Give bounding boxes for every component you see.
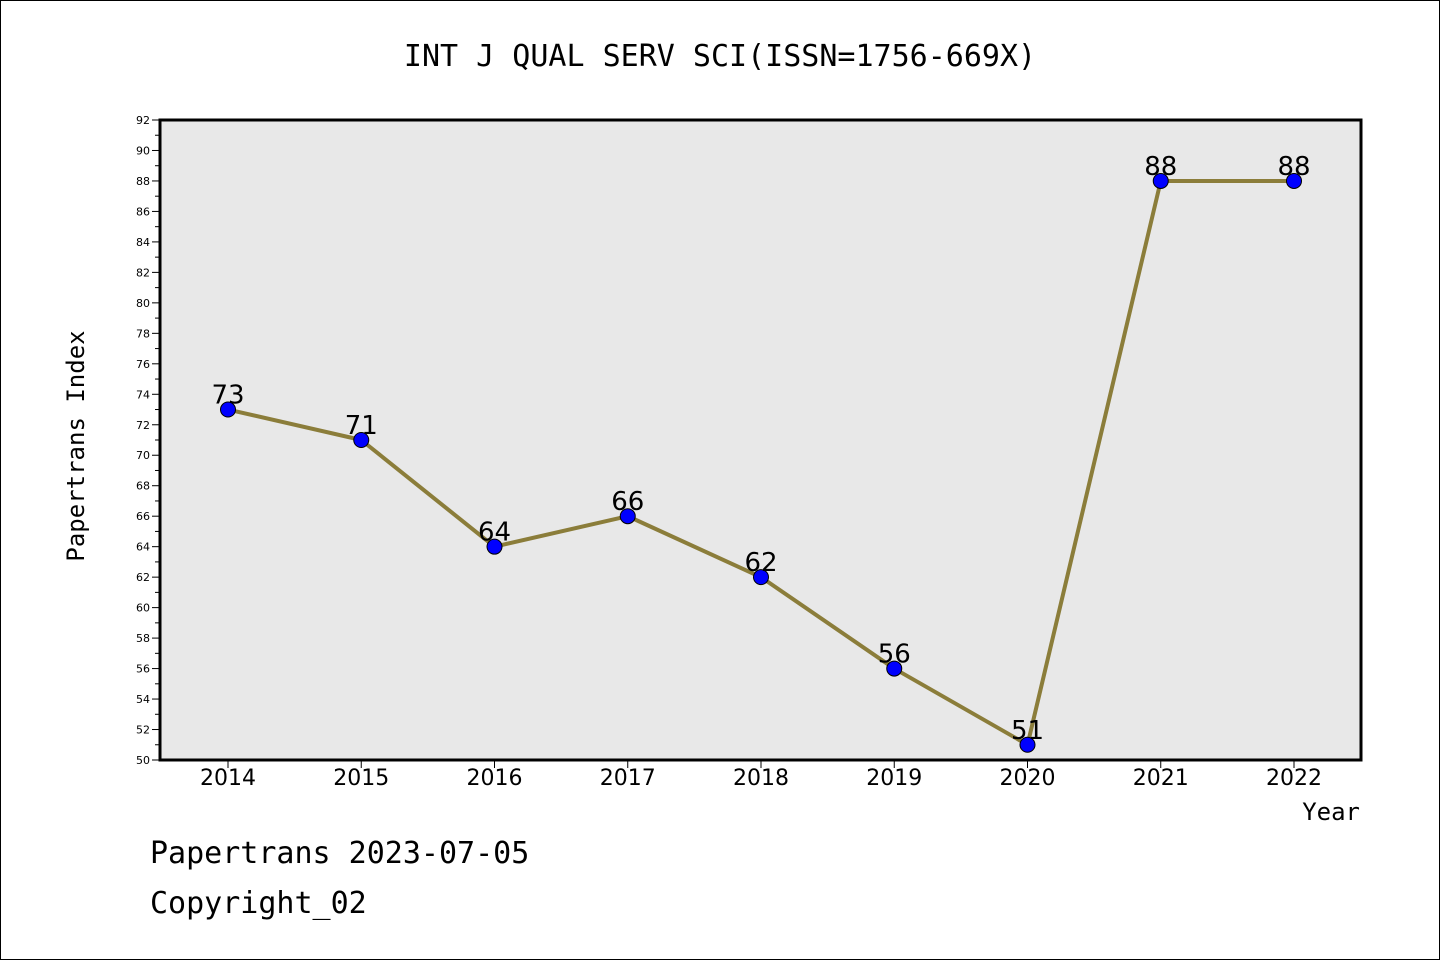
y-tick-label: 52 bbox=[136, 724, 150, 737]
footer-copyright: Copyright_02 bbox=[150, 886, 367, 921]
data-point bbox=[353, 432, 370, 448]
x-tick-label: 2014 bbox=[200, 766, 256, 791]
y-tick-label: 66 bbox=[136, 510, 150, 523]
x-tick-label: 2018 bbox=[733, 766, 789, 791]
data-label: 88 bbox=[1144, 152, 1177, 182]
data-label: 66 bbox=[611, 487, 644, 517]
x-tick-label: 2020 bbox=[1000, 766, 1056, 791]
y-tick-label: 88 bbox=[136, 175, 150, 188]
x-tick-label: 2017 bbox=[600, 766, 656, 791]
y-tick-label: 68 bbox=[136, 480, 150, 493]
data-label: 71 bbox=[345, 411, 378, 441]
y-axis-ticks: 50 52 54 56 58 60 62 64 66 68 70 72 74 76 78 80 82 84 86 88… bbox=[136, 114, 160, 767]
y-tick-label: 92 bbox=[136, 114, 150, 127]
y-tick-label: 80 bbox=[136, 297, 150, 310]
plot-border bbox=[158, 118, 1363, 762]
data-point bbox=[1019, 736, 1036, 753]
data-label: 51 bbox=[1011, 716, 1044, 746]
data-point bbox=[753, 569, 769, 586]
y-tick-label: 90 bbox=[136, 144, 150, 157]
data-label: 62 bbox=[744, 548, 777, 578]
y-tick-label: 54 bbox=[136, 693, 150, 706]
x-axis-label: Year bbox=[1302, 798, 1360, 826]
x-tick-label: 2022 bbox=[1266, 766, 1322, 791]
data-label: 73 bbox=[211, 381, 244, 411]
y-tick-label: 58 bbox=[136, 632, 150, 645]
x-tick-label: 2015 bbox=[333, 766, 389, 791]
y-tick-label: 86 bbox=[136, 205, 150, 218]
y-tick-label: 70 bbox=[136, 449, 150, 462]
x-tick-label: 2021 bbox=[1133, 766, 1189, 791]
y-tick-label: 76 bbox=[136, 358, 150, 371]
x-tick-label: 2016 bbox=[467, 766, 523, 791]
y-tick-label: 60 bbox=[136, 602, 150, 615]
y-tick-label: 50 bbox=[136, 754, 150, 767]
y-tick-label: 62 bbox=[136, 571, 150, 584]
y-tick-label: 78 bbox=[136, 327, 150, 340]
data-point bbox=[1286, 172, 1302, 189]
series-layer: 73 71 64 66 62 56 51 88 88 bbox=[211, 152, 1311, 753]
x-axis-ticks: 2014 2015 2016 2017 2018 2019 2020 2021 2022 bbox=[200, 760, 1322, 791]
data-point bbox=[886, 660, 903, 677]
y-tick-label: 64 bbox=[136, 541, 150, 554]
data-point bbox=[220, 401, 236, 418]
y-tick-label: 72 bbox=[136, 419, 150, 432]
y-tick-label: 74 bbox=[136, 388, 150, 401]
data-label: 56 bbox=[878, 640, 911, 670]
y-tick-label: 84 bbox=[136, 236, 150, 249]
data-label: 88 bbox=[1277, 152, 1310, 182]
chart-title: INT J QUAL SERV SCI(ISSN=1756-669X) bbox=[404, 39, 1036, 74]
data-point bbox=[486, 538, 503, 555]
data-point bbox=[1152, 172, 1169, 189]
y-tick-label: 56 bbox=[136, 663, 150, 676]
footer-date: Papertrans 2023-07-05 bbox=[150, 836, 530, 871]
y-axis-label: Papertrans Index bbox=[62, 330, 90, 561]
y-tick-label: 82 bbox=[136, 266, 150, 279]
data-label: 64 bbox=[478, 518, 511, 548]
x-tick-label: 2019 bbox=[866, 766, 922, 791]
data-point bbox=[619, 508, 636, 525]
plot-area bbox=[160, 120, 1361, 760]
